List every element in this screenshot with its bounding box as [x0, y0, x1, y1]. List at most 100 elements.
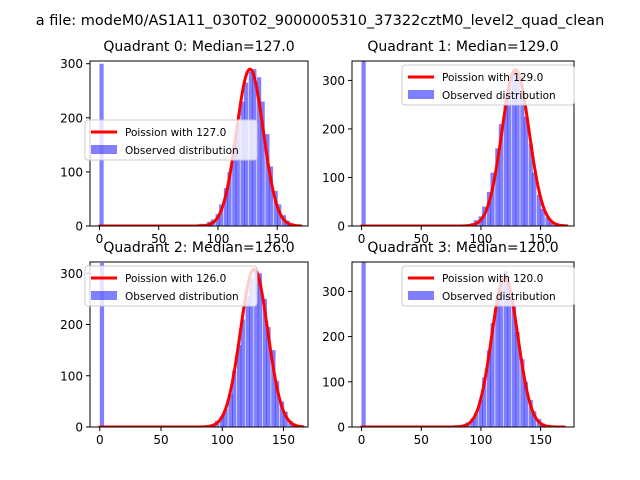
- hist-bar: [219, 416, 225, 427]
- hist-bar: [240, 319, 245, 427]
- legend-hist-label: Observed distribution: [442, 90, 556, 102]
- chart-panel-2: Quadrant 2: Median=126.0 0 50 100 150 0 100 200…: [60, 240, 309, 447]
- hist-bar: [99, 263, 105, 427]
- hist-bar: [528, 143, 533, 226]
- hist-bar: [262, 298, 267, 427]
- hist-bar: [268, 166, 274, 226]
- y-tick-label: 0: [75, 421, 83, 435]
- hist-bar: [254, 270, 259, 427]
- x-tick-label: 50: [151, 232, 166, 246]
- hist-bar: [219, 204, 224, 226]
- hist-bar: [490, 323, 495, 427]
- hist-bar: [540, 209, 545, 226]
- hist-bar: [511, 304, 517, 427]
- hist-bar: [265, 134, 270, 226]
- x-tick-label: 150: [272, 433, 295, 447]
- legend-hist-swatch: [91, 291, 117, 300]
- x-tick-label: 50: [153, 433, 168, 447]
- x-tick-label: 150: [529, 232, 552, 246]
- chart-panel-3: Quadrant 3: Median=120.0 0 50 100 150 0 100 200…: [322, 240, 575, 447]
- y-tick-label: 200: [322, 122, 345, 136]
- y-tick-label: 200: [60, 318, 83, 332]
- chart-panel-1: Quadrant 1: Median=129.0 0 50 100 150 0 100 200…: [322, 39, 575, 246]
- legend-fit-label: Poission with 127.0: [125, 127, 226, 139]
- hist-bar: [232, 370, 237, 427]
- hist-bar: [545, 217, 550, 226]
- hist-bar: [215, 214, 220, 226]
- y-tick-label: 200: [322, 330, 345, 344]
- legend-fit-label: Poission with 129.0: [442, 72, 543, 84]
- legend-frame: [401, 265, 575, 307]
- legend: Poission with 126.0 Observed distribution: [84, 265, 258, 307]
- hist-bar: [486, 192, 492, 226]
- figure-suptitle: a file: modeM0/AS1A11_030T02_9000005310_…: [36, 13, 605, 29]
- y-tick-label: 300: [322, 74, 345, 88]
- chart-panel-0: Quadrant 0: Median=127.0 0 50 100 150 0 100 200…: [60, 39, 309, 246]
- hist-bar: [235, 123, 240, 226]
- y-tick-label: 100: [60, 369, 83, 383]
- x-tick-label: 0: [96, 433, 104, 447]
- legend: Poission with 129.0 Observed distribution: [401, 64, 575, 106]
- legend-frame: [84, 119, 258, 161]
- x-tick-label: 0: [96, 232, 104, 246]
- plot-area: [98, 263, 305, 427]
- x-tick-label: 50: [414, 433, 429, 447]
- y-tick-label: 100: [60, 165, 83, 179]
- y-tick-label: 0: [337, 421, 345, 435]
- hist-bar: [495, 148, 500, 226]
- hist-bar: [473, 413, 478, 427]
- hist-bar: [236, 345, 242, 427]
- fit-line: [360, 276, 566, 427]
- x-tick-label: 150: [266, 232, 289, 246]
- legend-hist-swatch: [91, 145, 117, 154]
- x-tick-label: 100: [211, 433, 234, 447]
- y-tick-label: 100: [322, 375, 345, 389]
- legend-hist-label: Observed distribution: [125, 145, 239, 157]
- x-tick-label: 50: [414, 232, 429, 246]
- hist-bar: [511, 70, 517, 226]
- hist-bar: [532, 172, 537, 226]
- hist-bar: [515, 75, 520, 226]
- hist-bar: [490, 172, 495, 226]
- hist-bar: [249, 278, 254, 427]
- chart-title: Quadrant 2: Median=126.0: [103, 240, 294, 256]
- axes-frame: [351, 60, 575, 227]
- hist-bar: [503, 99, 508, 226]
- x-tick-label: 0: [358, 232, 366, 246]
- x-tick-label: 100: [207, 232, 230, 246]
- hist-bar: [537, 194, 542, 226]
- y-tick-label: 0: [75, 220, 83, 234]
- hist-bar: [257, 77, 262, 226]
- hist-bar: [503, 271, 508, 427]
- hist-bar: [273, 190, 278, 226]
- hist-bar: [520, 94, 525, 226]
- hist-bar: [245, 296, 250, 427]
- y-tick-label: 300: [322, 285, 345, 299]
- hist-bar: [482, 377, 487, 427]
- hist-bar: [223, 188, 229, 226]
- hist-bar: [515, 332, 520, 427]
- hist-bar: [528, 399, 533, 427]
- legend-hist-swatch: [408, 291, 434, 300]
- x-tick-label: 100: [469, 433, 492, 447]
- legend-fit-label: Poission with 126.0: [125, 273, 226, 285]
- hist-bar: [227, 171, 232, 226]
- x-tick-label: 150: [529, 433, 552, 447]
- hist-bar: [523, 116, 529, 226]
- hist-bar: [283, 411, 288, 427]
- chart-title: Quadrant 1: Median=129.0: [367, 39, 558, 55]
- hist-bar: [240, 101, 245, 226]
- axes-frame: [89, 261, 309, 428]
- legend-hist-swatch: [408, 90, 434, 99]
- hist-bar: [223, 409, 228, 427]
- hist-bar: [498, 124, 503, 226]
- hist-bar: [266, 327, 271, 427]
- legend: Poission with 120.0 Observed distribution: [401, 265, 575, 307]
- x-tick-label: 100: [469, 232, 492, 246]
- hist-bar: [520, 359, 525, 427]
- hist-bar: [228, 393, 233, 427]
- y-tick-label: 300: [60, 57, 83, 71]
- hist-bar: [232, 144, 237, 226]
- hist-bar: [271, 350, 276, 427]
